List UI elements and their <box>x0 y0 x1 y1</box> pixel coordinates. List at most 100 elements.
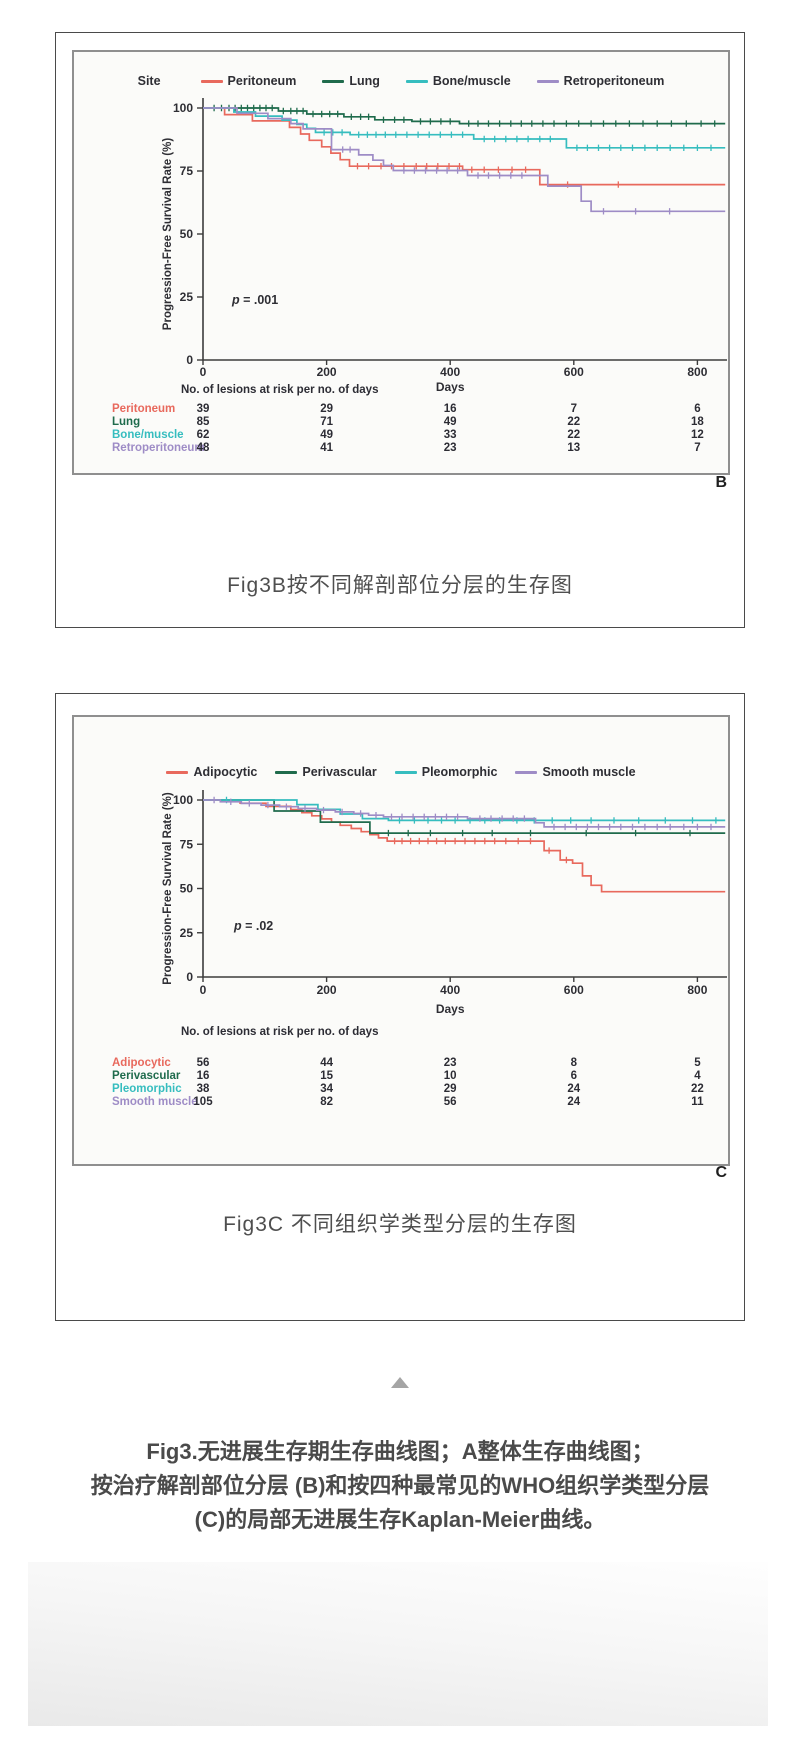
y-tick-label: 75 <box>180 837 194 851</box>
legend-label: Perivascular <box>302 765 377 779</box>
risk-count: 71 <box>320 416 333 428</box>
legend-item: Smooth muscle <box>515 765 636 779</box>
risk-count: 39 <box>196 403 210 415</box>
censor-marks <box>385 829 694 837</box>
risk-count: 6 <box>694 403 701 415</box>
risk-count: 11 <box>691 1096 704 1108</box>
axes <box>202 98 727 361</box>
risk-count: 7 <box>694 442 701 454</box>
risk-count: 12 <box>690 429 704 441</box>
risk-count: 85 <box>196 416 210 428</box>
legend-swatch-icon <box>166 770 189 774</box>
x-tick-label: 200 <box>317 365 337 379</box>
legend-label: Smooth muscle <box>542 765 636 779</box>
risk-count: 33 <box>443 429 457 441</box>
risk-count: 44 <box>320 1057 333 1069</box>
risk-count: 49 <box>443 416 457 428</box>
censor-marks <box>320 129 715 151</box>
legend-swatch-icon <box>536 79 559 83</box>
risk-table-row: Peritoneum 39 29 16 7 6 <box>74 403 728 416</box>
figure-c-plot: Adipocytic Perivascular Pleomorphic Smooth … <box>72 715 730 1166</box>
legend-swatch-icon <box>200 79 223 83</box>
x-tick-label: 0 <box>200 365 207 379</box>
x-axis-label: Days <box>436 380 465 394</box>
risk-table-row: Lung 85 71 49 22 18 <box>74 416 728 429</box>
legend-swatch-icon <box>322 79 345 83</box>
risk-count: 5 <box>694 1057 701 1069</box>
km-curve <box>203 107 726 213</box>
x-tick-label: 0 <box>200 983 207 997</box>
y-axis-label: Progression-Free Survival Rate (%) <box>162 138 174 331</box>
risk-table-row: Perivascular 16 15 10 6 4 <box>74 1070 728 1083</box>
risk-table-row: Bone/muscle 62 49 33 22 12 <box>74 429 728 442</box>
x-tick-label: 800 <box>687 365 707 379</box>
censor-marks <box>391 837 570 864</box>
risk-table-row: Retroperitoneum 48 41 23 13 7 <box>74 442 728 455</box>
legend-item: Adipocytic <box>166 765 257 779</box>
p-value-label: p = .001 <box>231 293 278 307</box>
risk-count: 23 <box>443 1057 457 1069</box>
legend-label: Retroperitoneum <box>563 74 665 88</box>
risk-count: 62 <box>196 429 210 441</box>
y-tick-label: 100 <box>173 101 193 115</box>
risk-count: 29 <box>443 1083 457 1095</box>
figure-description-line1: Fig3.无进展生存期生存曲线图；A整体生存曲线图； <box>146 1439 654 1464</box>
y-tick-label: 25 <box>180 926 194 940</box>
y-tick-label: 0 <box>186 353 193 367</box>
panel-letter-b: B <box>715 474 727 491</box>
risk-count: 105 <box>193 1096 213 1108</box>
risk-count: 22 <box>567 416 581 428</box>
risk-count: 48 <box>196 442 210 454</box>
legend-label: Peritoneum <box>227 74 297 88</box>
bottom-gradient-panel <box>28 1562 768 1726</box>
risk-row-label: Retroperitoneum <box>112 442 205 454</box>
risk-count: 18 <box>690 416 704 428</box>
panel-letter-c: C <box>715 1164 727 1181</box>
risk-count: 49 <box>320 429 333 441</box>
risk-count: 4 <box>694 1070 701 1082</box>
legend-swatch-icon <box>394 770 417 774</box>
km-curve <box>203 799 726 834</box>
risk-count: 16 <box>196 1070 210 1082</box>
risk-count: 82 <box>320 1096 333 1108</box>
axes <box>202 790 727 978</box>
risk-count: 56 <box>443 1096 457 1108</box>
legend-swatch-icon <box>405 79 428 83</box>
legend-item: Lung <box>322 74 380 88</box>
y-tick-label: 75 <box>180 164 194 178</box>
risk-count: 24 <box>567 1096 581 1108</box>
risk-count: 6 <box>570 1070 577 1082</box>
legend-item: Peritoneum <box>200 74 297 88</box>
risk-row-label: Pleomorphic <box>112 1083 182 1095</box>
censor-marks <box>339 146 673 215</box>
figure-c-box: Adipocytic Perivascular Pleomorphic Smooth … <box>55 693 745 1321</box>
x-tick-label: 400 <box>440 983 460 997</box>
collapse-triangle-icon[interactable] <box>391 1377 409 1388</box>
risk-count: 56 <box>196 1057 210 1069</box>
legend-label: Lung <box>349 74 380 88</box>
legend-item: Pleomorphic <box>394 765 498 779</box>
x-tick-label: 600 <box>564 365 584 379</box>
risk-row-label: Perivascular <box>112 1070 181 1082</box>
risk-count: 7 <box>570 403 577 415</box>
legend-item: Bone/muscle <box>405 74 511 88</box>
legend-item: Perivascular <box>275 765 377 779</box>
risk-count: 34 <box>320 1083 333 1095</box>
x-tick-label: 800 <box>687 983 707 997</box>
km-curve <box>203 107 726 149</box>
figure-c-caption: Fig3C 不同组织学类型分层的生存图 <box>223 1213 577 1236</box>
legend-label: Pleomorphic <box>421 765 498 779</box>
y-axis-label: Progression-Free Survival Rate (%) <box>162 792 174 985</box>
figure-b-plot: Site Peritoneum Lung Bone/muscle Retroperito… <box>72 50 730 475</box>
y-tick-label: 0 <box>186 970 193 984</box>
x-axis-label: Days <box>436 1002 465 1016</box>
risk-count: 13 <box>567 442 581 454</box>
y-tick-label: 25 <box>180 290 194 304</box>
risk-count: 23 <box>443 442 457 454</box>
risk-count: 38 <box>196 1083 210 1095</box>
figure-b-caption: Fig3B按不同解剖部位分层的生存图 <box>227 574 573 597</box>
censor-marks <box>210 796 715 831</box>
risk-count: 10 <box>443 1070 457 1082</box>
legend-item: Retroperitoneum <box>536 74 665 88</box>
